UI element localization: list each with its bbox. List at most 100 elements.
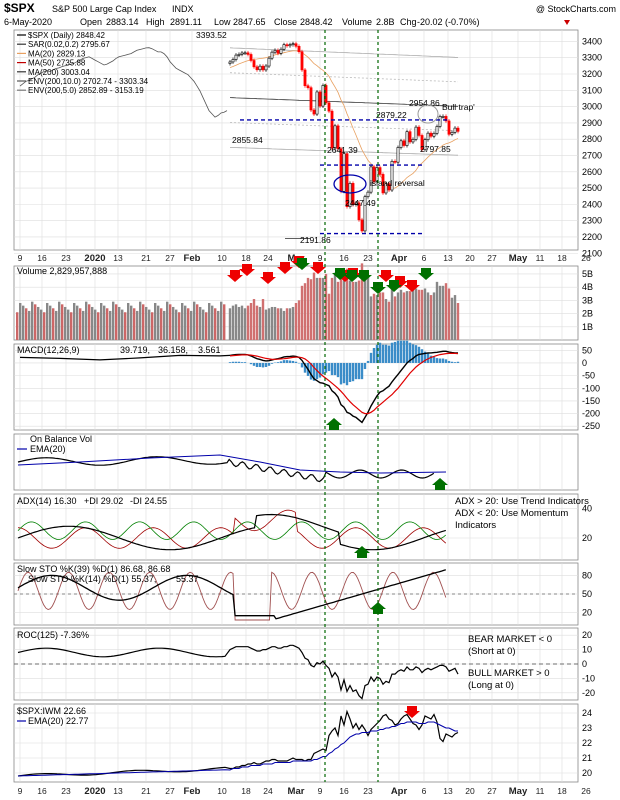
volume-bar [187,308,190,340]
volume-bar [453,295,457,340]
candle-body [294,43,298,47]
exchange: INDX [172,4,194,14]
volume-bar [73,303,76,340]
candle-body [312,109,316,115]
x-axis-bottom-tick: 16 [339,786,349,796]
copyright: @ StockCharts.com [536,4,616,14]
volume-bar [208,303,211,340]
volume-bar [199,306,202,340]
volume-bar [142,304,145,340]
macd-histogram-bar [351,362,355,382]
price-panel-y-tick: 2900 [582,118,602,128]
candle-body [390,161,394,191]
candle-body [348,183,352,207]
macd-histogram-bar [285,360,289,363]
volume-bar [318,277,322,340]
macd-histogram-bar [348,362,352,382]
candle-body [309,87,313,111]
x-axis-top-tick: 27 [165,253,175,263]
volume-bar [109,310,112,340]
roc-panel-y-tick: -10 [582,673,595,683]
volume-bar [444,283,448,340]
ratio-panel-y-tick: 20 [582,768,592,778]
macd-histogram-bar [318,362,322,378]
price-panel-y-tick: 2700 [582,150,602,160]
volume-bar [327,293,331,340]
stoch-panel-y-tick: 50 [582,589,592,599]
volume-bar [79,308,82,340]
candle-body [306,85,310,88]
ratio-ema-line [17,721,458,777]
macd-panel-y-tick: -100 [582,383,600,393]
macd-signal-line [229,352,459,415]
sma200-line [229,97,459,107]
obv-ema-label: EMA(20) [30,444,66,454]
volume-bar [384,299,388,340]
candle-body [438,116,442,127]
volume-bar [426,292,430,340]
macd-panel-y-tick: 0 [582,358,587,368]
volume-bar [237,306,241,340]
volume-bar [246,305,250,340]
volume-bar [148,309,151,340]
volume-bar [300,285,304,340]
volume-bar [211,305,214,340]
volume-bar [240,305,244,340]
chart-panels: 3400330032003100300029002800270026002500… [13,29,602,797]
volume-bar [438,285,442,340]
volume-panel-y-tick: 3B [582,295,593,305]
roc-bear-note: BEAR MARKET < 0 [468,634,552,645]
macd-histogram-bar [279,361,283,363]
volume-bar [58,301,61,340]
volume-bar [181,303,184,340]
candle-body [324,85,328,104]
stoch-panel-y-tick: 20 [582,608,592,618]
company-name: S&P 500 Large Cap Index [52,4,157,14]
macd-histogram-bar [243,362,247,363]
volume-bar [184,305,187,340]
volume-bar [112,301,115,340]
candle-body [354,202,358,205]
annotation-label: 2879.22 [376,110,407,120]
candle-body [273,50,277,53]
x-axis-top-tick: 16 [339,253,349,263]
volume-bar [435,281,439,340]
x-axis-top-tick: 21 [141,253,151,263]
price-panel-y-tick: 3300 [582,53,602,63]
annotation-label: 2797.85 [420,144,451,154]
x-axis-bottom-tick: 2020 [84,786,105,797]
candle-body [279,48,283,54]
candle-body [234,54,238,60]
macd-histogram-bar [312,362,316,381]
x-axis-top-tick: 11 [536,253,545,263]
volume-bar [231,305,235,340]
legend-entry: ENV(200,5.0) 2852.89 - 3153.19 [28,86,144,95]
macd-histogram-bar [309,362,313,380]
x-axis-top-tick: 9 [18,253,23,263]
volume-bar [100,303,103,340]
volume-bar [136,310,139,340]
macd-histogram-bar [399,340,403,363]
volume-bar [258,306,262,340]
volume-panel-y-tick: 2B [582,309,593,319]
macd-histogram-bar [372,347,376,363]
x-axis-bottom-tick: Feb [184,786,201,797]
volume-bar [270,306,274,340]
volume-bar [315,277,319,340]
volume-bar [31,301,34,340]
macd-up-arrow-icon [326,418,342,430]
volume-bar [172,306,175,340]
x-axis-bottom-tick: 23 [61,786,71,796]
volume-bar [223,304,226,340]
x-axis-top-tick: 10 [217,253,227,263]
volume-bar [82,310,85,340]
macd-panel-y-tick: -200 [582,409,600,419]
volume-bar [94,309,97,340]
volume-bar [333,272,337,340]
volume-bar [220,301,223,340]
volume-bar [447,288,451,340]
x-axis-top-tick: May [509,253,528,264]
volume-bar [163,310,166,340]
macd-value: 39.719, [120,345,150,355]
volume-bar [118,306,121,340]
